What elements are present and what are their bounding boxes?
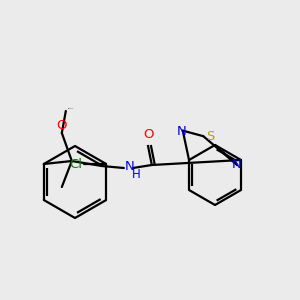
Text: O: O bbox=[57, 119, 67, 132]
Text: N: N bbox=[177, 125, 187, 138]
Text: N: N bbox=[125, 160, 135, 173]
Text: H: H bbox=[132, 167, 141, 181]
Text: O: O bbox=[144, 128, 154, 141]
Text: S: S bbox=[206, 130, 215, 143]
Text: Cl: Cl bbox=[69, 158, 82, 170]
Text: methoxy: methoxy bbox=[68, 108, 74, 109]
Text: N: N bbox=[231, 158, 241, 171]
